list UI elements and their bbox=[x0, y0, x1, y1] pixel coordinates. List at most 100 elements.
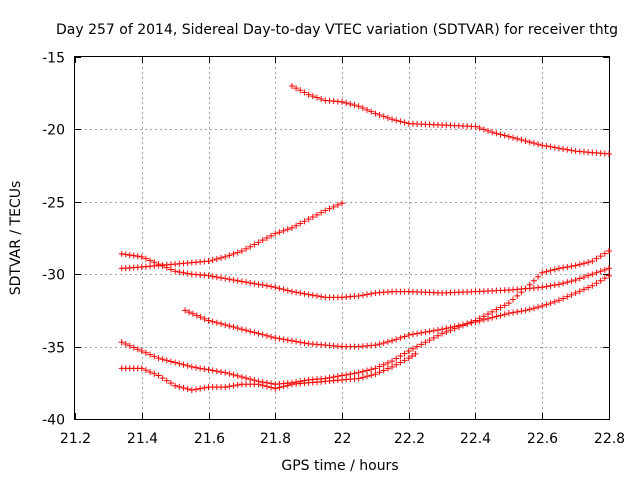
data-point bbox=[192, 386, 199, 393]
data-point bbox=[167, 380, 174, 387]
data-point bbox=[268, 283, 275, 290]
data-point bbox=[138, 347, 145, 354]
data-point bbox=[272, 230, 279, 237]
data-point bbox=[238, 248, 245, 255]
data-point bbox=[589, 258, 596, 265]
data-point bbox=[305, 291, 312, 298]
data-point bbox=[159, 375, 166, 382]
data-point bbox=[589, 271, 596, 278]
data-point bbox=[259, 237, 266, 244]
y-tick-label: -40 bbox=[42, 413, 65, 429]
data-point bbox=[222, 384, 229, 391]
x-tick-label: 22.8 bbox=[594, 431, 625, 447]
data-point bbox=[268, 232, 275, 239]
data-point bbox=[551, 282, 558, 289]
data-point bbox=[334, 202, 341, 209]
data-point bbox=[576, 288, 583, 295]
data-point bbox=[485, 127, 492, 134]
data-point bbox=[489, 314, 496, 321]
data-point bbox=[188, 387, 195, 394]
data-point bbox=[176, 269, 183, 276]
data-point bbox=[418, 329, 425, 336]
data-point bbox=[409, 353, 416, 360]
data-point bbox=[359, 292, 366, 299]
data-point bbox=[230, 276, 237, 283]
data-point bbox=[514, 292, 521, 299]
x-tick-label: 22.2 bbox=[394, 431, 425, 447]
data-point bbox=[355, 292, 362, 299]
data-point bbox=[389, 358, 396, 365]
data-point bbox=[380, 113, 387, 120]
data-point bbox=[238, 278, 245, 285]
data-point bbox=[142, 349, 149, 356]
data-point bbox=[167, 266, 174, 273]
data-point bbox=[122, 340, 129, 347]
data-point bbox=[522, 285, 529, 292]
data-point bbox=[364, 106, 371, 113]
data-point bbox=[418, 341, 425, 348]
data-point bbox=[606, 151, 612, 158]
data-point bbox=[439, 330, 446, 337]
data-point bbox=[505, 310, 512, 317]
data-point bbox=[551, 144, 558, 151]
data-point bbox=[172, 382, 179, 389]
data-point bbox=[355, 375, 362, 382]
data-point bbox=[522, 137, 529, 144]
data-point bbox=[180, 384, 187, 391]
data-point bbox=[234, 325, 241, 332]
data-point bbox=[355, 369, 362, 376]
data-point bbox=[126, 252, 133, 259]
data-point bbox=[251, 280, 258, 287]
data-point bbox=[130, 344, 137, 351]
series-sat1 bbox=[288, 82, 612, 158]
data-point bbox=[568, 278, 575, 285]
data-point bbox=[376, 111, 383, 118]
y-tick-label: -25 bbox=[42, 196, 65, 212]
data-point bbox=[355, 103, 362, 110]
data-point bbox=[401, 357, 408, 364]
data-point bbox=[464, 320, 471, 327]
data-point bbox=[560, 295, 567, 302]
data-point bbox=[151, 353, 158, 360]
data-point bbox=[343, 99, 350, 106]
data-point bbox=[351, 370, 358, 377]
data-point bbox=[284, 226, 291, 233]
data-point bbox=[118, 250, 125, 257]
data-point bbox=[201, 366, 208, 373]
data-point bbox=[368, 290, 375, 297]
data-point bbox=[589, 282, 596, 289]
data-point bbox=[263, 282, 270, 289]
data-point bbox=[255, 239, 262, 246]
data-point bbox=[234, 249, 241, 256]
data-point bbox=[180, 269, 187, 276]
data-point bbox=[272, 284, 279, 291]
data-point bbox=[280, 227, 287, 234]
data-point bbox=[564, 279, 571, 286]
data-point bbox=[318, 293, 325, 300]
data-point bbox=[501, 311, 508, 318]
data-point bbox=[151, 259, 158, 266]
data-point bbox=[301, 89, 308, 96]
data-point bbox=[530, 140, 537, 147]
data-point bbox=[122, 251, 129, 258]
data-point bbox=[397, 353, 404, 360]
data-point bbox=[339, 200, 345, 207]
data-point bbox=[485, 311, 492, 318]
data-point bbox=[555, 145, 562, 152]
data-point bbox=[547, 143, 554, 150]
data-point bbox=[572, 276, 579, 283]
data-point bbox=[547, 300, 554, 307]
data-point bbox=[130, 252, 137, 259]
data-point bbox=[226, 252, 233, 259]
data-point bbox=[564, 263, 571, 270]
data-point bbox=[497, 131, 504, 138]
chart-title: Day 257 of 2014, Sidereal Day-to-day VTE… bbox=[56, 22, 618, 38]
data-point bbox=[543, 283, 550, 290]
data-point bbox=[339, 98, 345, 105]
data-point bbox=[555, 297, 562, 304]
data-point bbox=[430, 334, 437, 341]
data-point bbox=[188, 363, 195, 370]
data-point bbox=[376, 341, 383, 348]
data-point bbox=[493, 313, 500, 320]
y-tick-label: -35 bbox=[42, 341, 65, 357]
